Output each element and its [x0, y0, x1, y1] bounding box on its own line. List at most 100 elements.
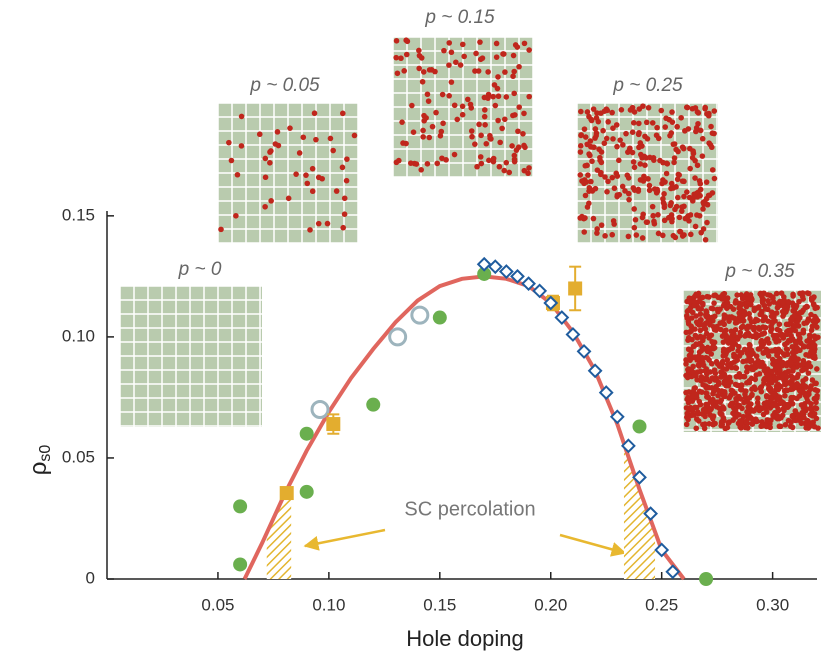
- dopant: [784, 346, 791, 353]
- inset-label: p ~ 0.15: [424, 7, 495, 28]
- dopant: [582, 134, 589, 140]
- dopant: [806, 353, 812, 359]
- dopant: [658, 107, 665, 114]
- dopant: [740, 358, 746, 365]
- point: [565, 327, 581, 342]
- point: [587, 363, 603, 379]
- dopant: [799, 367, 805, 374]
- arrow: [559, 533, 627, 557]
- dopant: [520, 130, 526, 137]
- dopant: [654, 124, 660, 131]
- dopant: [341, 211, 348, 217]
- dopant: [309, 188, 316, 195]
- dopant: [758, 339, 764, 346]
- dopant: [446, 40, 453, 46]
- dopant: [521, 142, 527, 149]
- dopant: [754, 418, 760, 425]
- dopant: [511, 152, 518, 159]
- dopant: [795, 371, 801, 378]
- dopant: [597, 157, 603, 164]
- dopant: [425, 98, 432, 104]
- dopant: [794, 382, 801, 388]
- dopant: [521, 110, 527, 117]
- dopant: [702, 375, 708, 382]
- dopant: [797, 309, 804, 316]
- dopant: [646, 182, 653, 189]
- dopant: [631, 164, 638, 171]
- dopant: [679, 144, 686, 150]
- dopant: [699, 343, 705, 350]
- dopant: [757, 291, 763, 297]
- dopant: [692, 175, 698, 181]
- dopant: [693, 425, 700, 432]
- point: [632, 469, 647, 485]
- dopant: [699, 294, 706, 301]
- dopant: [604, 107, 611, 114]
- dopant: [787, 423, 794, 430]
- dopant: [511, 68, 517, 75]
- dopant: [782, 381, 789, 388]
- dopant: [686, 329, 693, 335]
- dopant: [673, 203, 680, 210]
- dopant: [637, 140, 644, 146]
- x-tick-label: 0.10: [312, 595, 345, 614]
- dopant: [804, 318, 811, 325]
- dopant: [590, 215, 597, 222]
- dopant: [459, 111, 466, 118]
- dopant: [700, 206, 706, 212]
- dopant: [340, 224, 347, 231]
- dopant: [233, 212, 239, 219]
- dopant: [309, 165, 316, 172]
- dopant: [717, 306, 723, 312]
- dopant: [626, 146, 633, 153]
- x-tick-label: 0.30: [756, 595, 789, 614]
- dopant: [737, 304, 743, 311]
- dopant: [697, 127, 704, 134]
- dopant: [493, 54, 500, 60]
- dopant: [778, 383, 784, 390]
- dopant: [592, 126, 599, 132]
- dopant: [743, 291, 750, 297]
- dopant: [439, 155, 445, 162]
- dopant: [285, 195, 292, 202]
- point: [233, 557, 248, 572]
- dopant: [631, 206, 637, 212]
- dopant: [720, 349, 727, 355]
- dopant: [604, 188, 610, 195]
- dopant: [702, 326, 709, 332]
- dopant: [409, 102, 415, 109]
- dopant: [734, 292, 740, 298]
- dopant: [743, 418, 749, 425]
- point: [366, 397, 381, 412]
- dopant: [775, 363, 781, 370]
- dopant: [813, 405, 820, 412]
- dopant: [643, 119, 650, 126]
- dopant: [637, 151, 644, 158]
- dopant: [669, 109, 675, 115]
- dopant: [645, 104, 652, 111]
- dopant: [689, 392, 695, 399]
- dopant: [643, 219, 650, 225]
- dopant: [760, 317, 766, 324]
- dopant: [477, 39, 483, 45]
- dopant: [789, 343, 795, 350]
- dopant: [503, 94, 510, 100]
- dopant: [685, 416, 691, 423]
- point: [510, 268, 525, 284]
- dopant: [764, 399, 770, 406]
- dopant: [760, 422, 766, 429]
- dopant: [740, 323, 746, 330]
- dopant: [238, 143, 245, 149]
- dopant: [801, 414, 807, 421]
- inset: [119, 285, 262, 427]
- dopant: [465, 96, 471, 103]
- dopant: [662, 124, 669, 130]
- dopant: [775, 374, 781, 381]
- y-tick-label: 0: [86, 568, 95, 587]
- dopant: [619, 183, 626, 190]
- dopant: [577, 172, 584, 178]
- dopant: [808, 327, 815, 334]
- dopant: [434, 160, 441, 167]
- dopant: [424, 91, 431, 98]
- dopant: [651, 186, 658, 192]
